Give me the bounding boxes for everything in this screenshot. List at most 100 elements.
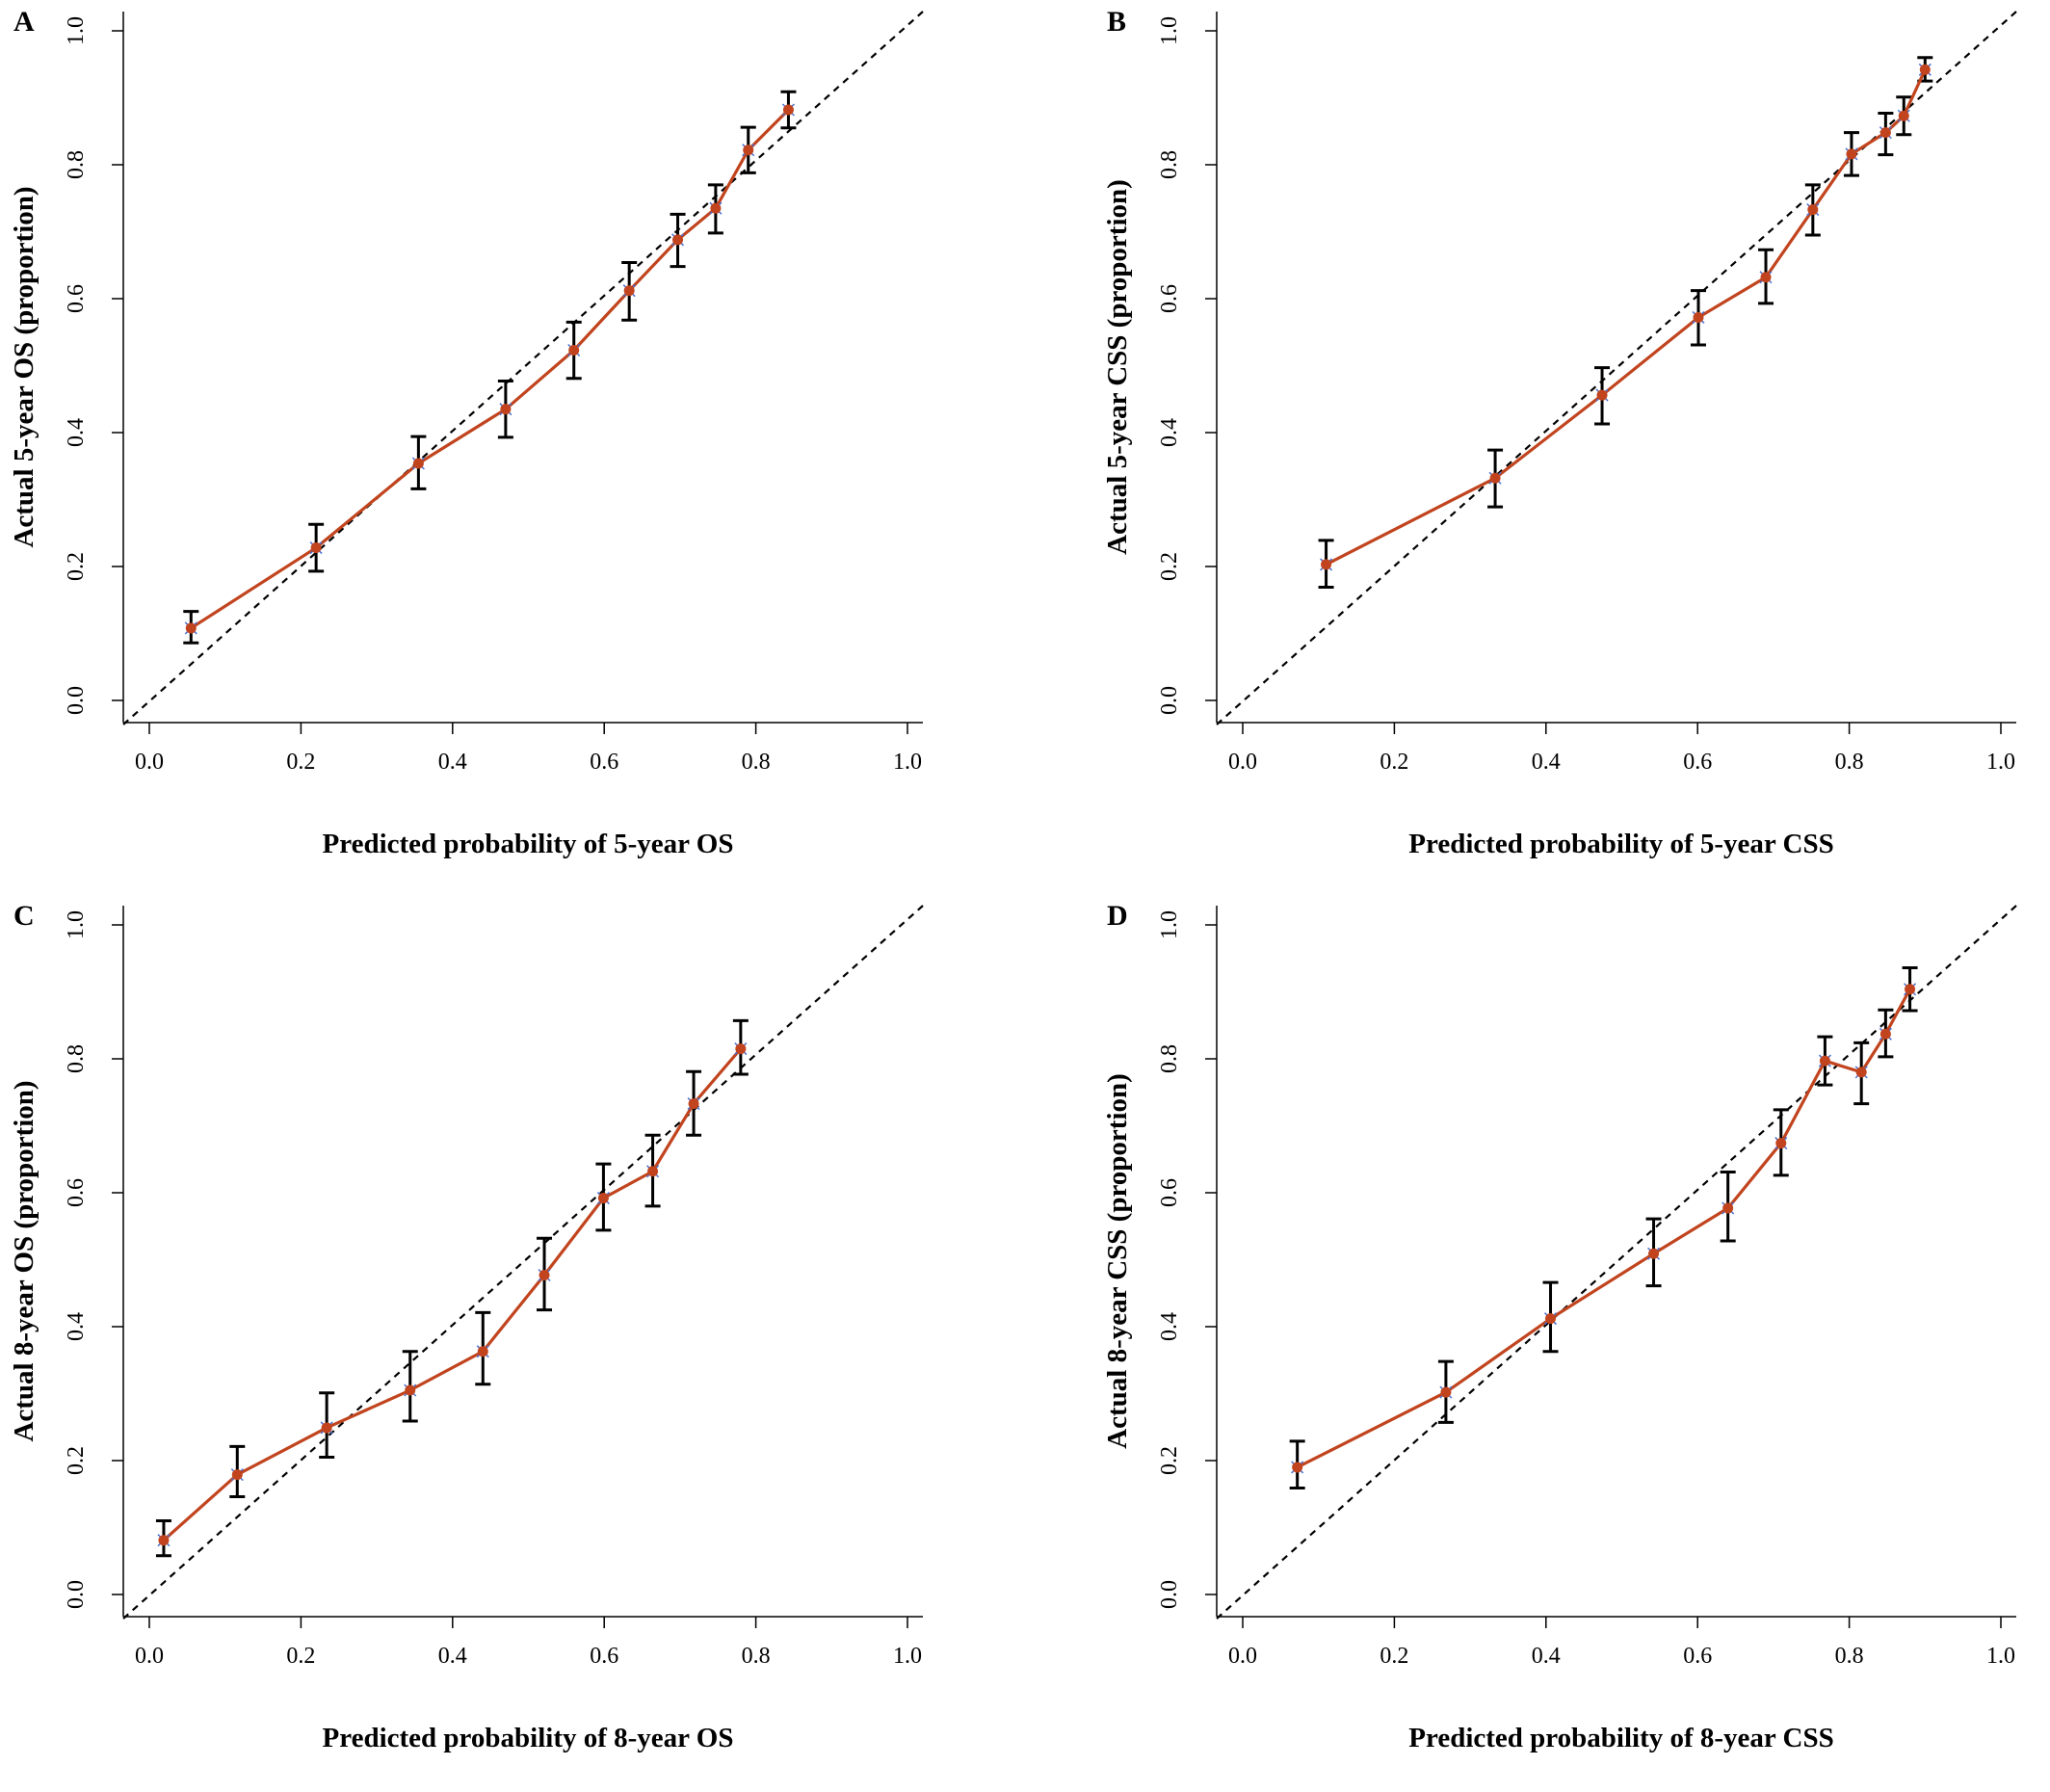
- x-tick-label: 0.2: [286, 1644, 315, 1669]
- calibration-line: [190, 108, 790, 630]
- reference-diagonal-line: [1216, 11, 2017, 725]
- calibration-point: [742, 144, 755, 157]
- y-tick-label: 1.0: [64, 910, 89, 939]
- y-tick-label: 0.0: [1157, 686, 1182, 715]
- panel-letter: A: [13, 6, 35, 38]
- y-tick-label: 1.0: [64, 16, 89, 45]
- x-tick-label: 0.6: [590, 1644, 618, 1669]
- y-tick-label: 0.2: [64, 552, 89, 581]
- calibration-point: [1806, 203, 1820, 217]
- y-axis-title: Actual 5-year CSS (proportion): [1102, 179, 1133, 555]
- panel-letter: B: [1107, 6, 1126, 38]
- y-tick-label: 0.6: [1157, 284, 1182, 313]
- x-tick-label: 0.0: [135, 1644, 164, 1669]
- calibration-point: [184, 621, 197, 635]
- x-tick-label: 0.6: [1683, 1644, 1712, 1669]
- calibration-point: [1439, 1385, 1453, 1399]
- x-tick-label: 0.8: [1835, 750, 1864, 775]
- calibration-point: [411, 457, 425, 470]
- x-tick-label: 0.0: [1228, 750, 1257, 775]
- x-tick-label: 0.8: [742, 1644, 771, 1669]
- x-tick-label: 1.0: [1986, 750, 2015, 775]
- calibration-plot-svg: C 0.0 0.2 0.4 0.6 0.8 1.0 0.0 0.2 0.4 0.6 0.8 1.0 Pre…: [9, 900, 924, 1753]
- calibration-point: [687, 1097, 700, 1111]
- panel-letter: D: [1107, 900, 1128, 932]
- y-tick-label: 0.6: [1157, 1178, 1182, 1207]
- y-tick-label: 0.2: [64, 1446, 89, 1475]
- y-tick-label: 0.8: [64, 150, 89, 179]
- calibration-panel-b: B 0.0 0.2 0.4 0.6 0.8 1.0 0.0 0.2 0.4 0.6 0.8 1.0 Pre…: [1093, 0, 2050, 898]
- x-tick-label: 1.0: [893, 1644, 922, 1669]
- x-tick-label: 1.0: [893, 750, 922, 775]
- calibration-point: [1918, 63, 1932, 76]
- y-tick-label: 0.8: [1157, 150, 1182, 179]
- calibration-point: [1904, 983, 1917, 996]
- calibration-point: [1854, 1066, 1868, 1079]
- x-tick-label: 0.8: [1835, 1644, 1864, 1669]
- y-tick-label: 0.2: [1157, 1446, 1182, 1475]
- calibration-point: [309, 541, 323, 555]
- x-axis-title: Predicted probability of 5-year CSS: [1408, 829, 1833, 859]
- y-tick-label: 0.0: [64, 686, 89, 715]
- calibration-point: [1647, 1247, 1661, 1260]
- y-axis-title: Actual 8-year CSS (proportion): [1102, 1073, 1133, 1449]
- calibration-point: [1818, 1054, 1831, 1067]
- x-tick-label: 0.0: [135, 750, 164, 775]
- calibration-point: [538, 1268, 551, 1282]
- reference-diagonal-line: [122, 905, 924, 1620]
- y-tick-label: 0.2: [1157, 552, 1182, 581]
- y-tick-label: 0.4: [64, 1312, 89, 1341]
- y-tick-label: 0.0: [64, 1580, 89, 1609]
- calibration-panel-a: A 0.0 0.2 0.4 0.6 0.8 1.0 0.0 0.2 0.4 0.6 0.8 1.0 Pre…: [0, 0, 957, 898]
- calibration-point: [734, 1042, 748, 1056]
- calibration-point: [646, 1165, 660, 1178]
- y-tick-label: 0.6: [64, 1178, 89, 1207]
- y-tick-label: 0.6: [64, 284, 89, 313]
- x-tick-label: 1.0: [1986, 1644, 2015, 1669]
- x-axis-title: Predicted probability of 8-year OS: [323, 1723, 734, 1753]
- x-tick-label: 0.4: [438, 750, 467, 775]
- x-tick-label: 0.2: [286, 750, 315, 775]
- calibration-plot-svg: A 0.0 0.2 0.4 0.6 0.8 1.0 0.0 0.2 0.4 0.6 0.8 1.0 Pre…: [9, 6, 924, 859]
- reference-diagonal-line: [122, 11, 924, 725]
- panel-letter: C: [13, 900, 35, 932]
- calibration-point: [157, 1534, 171, 1547]
- calibration-point: [709, 201, 723, 215]
- calibration-point: [671, 233, 685, 247]
- calibration-point: [1595, 388, 1609, 402]
- calibration-point: [1721, 1201, 1735, 1215]
- calibration-point: [1488, 471, 1502, 485]
- calibration-point: [499, 403, 512, 416]
- calibration-point: [1759, 271, 1773, 284]
- x-tick-label: 0.4: [438, 1644, 467, 1669]
- calibration-point: [1897, 109, 1910, 122]
- calibration-line: [1325, 68, 1927, 567]
- calibration-point: [1845, 147, 1858, 161]
- y-tick-label: 0.4: [64, 418, 89, 447]
- calibration-panel-d: D 0.0 0.2 0.4 0.6 0.8 1.0 0.0 0.2 0.4 0.6 0.8 1.0 Pre…: [1093, 894, 2050, 1792]
- x-tick-label: 0.2: [1380, 1644, 1408, 1669]
- y-tick-label: 0.4: [1157, 418, 1182, 447]
- x-axis-title: Predicted probability of 8-year CSS: [1408, 1723, 1833, 1753]
- x-tick-label: 0.4: [1532, 1644, 1561, 1669]
- calibration-line: [162, 1047, 743, 1542]
- x-tick-label: 0.6: [590, 750, 618, 775]
- y-tick-label: 1.0: [1157, 16, 1182, 45]
- x-tick-label: 0.4: [1532, 750, 1561, 775]
- y-axis-title: Actual 5-year OS (proportion): [9, 186, 39, 547]
- calibration-point: [320, 1421, 333, 1435]
- y-tick-label: 0.8: [64, 1044, 89, 1073]
- calibration-point: [1774, 1137, 1788, 1150]
- calibration-point: [230, 1468, 244, 1482]
- calibration-point: [567, 343, 581, 357]
- y-tick-label: 0.0: [1157, 1580, 1182, 1609]
- calibration-line: [1296, 988, 1911, 1469]
- calibration-point: [622, 284, 636, 298]
- calibration-point: [1291, 1461, 1304, 1474]
- calibration-point: [1320, 558, 1333, 571]
- y-tick-label: 0.4: [1157, 1312, 1182, 1341]
- x-tick-label: 0.2: [1380, 750, 1408, 775]
- x-tick-label: 0.8: [742, 750, 771, 775]
- y-tick-label: 0.8: [1157, 1044, 1182, 1073]
- calibration-point: [1879, 1027, 1892, 1041]
